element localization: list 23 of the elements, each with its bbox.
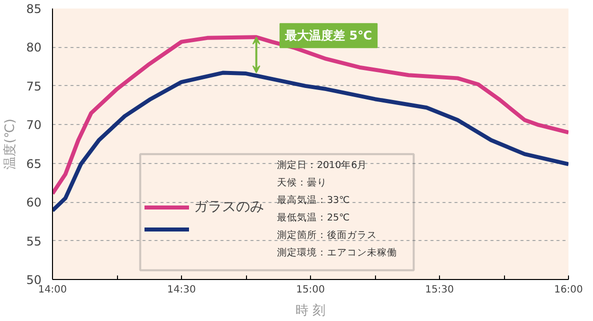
y-axis-title: 温度(℃) bbox=[2, 118, 18, 170]
x-tick-label: 14:00 bbox=[38, 284, 67, 296]
y-tick-label: 80 bbox=[26, 40, 42, 55]
annotation: 測定箇所：後面ガラス bbox=[276, 228, 377, 241]
x-tick-label: 15:00 bbox=[296, 284, 325, 296]
annotation: 最低気温：25℃ bbox=[276, 211, 350, 224]
annotation: 天候：曇り bbox=[276, 176, 327, 189]
y-tick-label: 70 bbox=[26, 118, 42, 132]
x-tick-label: 14:30 bbox=[167, 284, 196, 296]
y-tick-label: 60 bbox=[26, 196, 42, 210]
y-tick-label: 55 bbox=[26, 234, 42, 248]
y-tick-label: 65 bbox=[26, 156, 42, 171]
line-series bbox=[52, 70, 568, 213]
y-tick-label: 85 bbox=[26, 2, 42, 16]
annotation: 測定日：2010年6月 bbox=[276, 159, 368, 172]
annotation: 最大温度差 5℃ bbox=[284, 28, 372, 43]
x-tick-label: 16:00 bbox=[554, 284, 583, 296]
x-axis-title: 時 刻 bbox=[295, 304, 326, 318]
y-tick-label: 75 bbox=[26, 79, 42, 94]
annotation: 測定環境：エアコン未稼働 bbox=[276, 246, 397, 258]
x-tick-label: 15:30 bbox=[425, 284, 454, 296]
annotation: 最高気温：33℃ bbox=[276, 194, 350, 206]
legend-label: ガラスのみ bbox=[194, 198, 264, 216]
